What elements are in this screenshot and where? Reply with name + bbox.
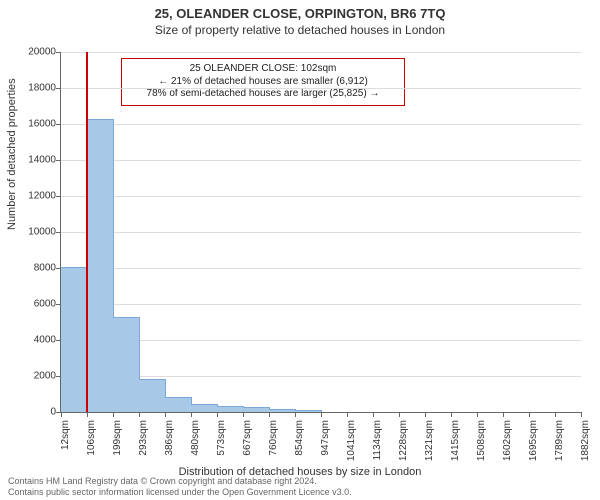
y-tick-label: 2000 (16, 371, 56, 382)
property-size-marker (86, 52, 88, 412)
y-tick-mark (56, 196, 61, 197)
x-tick-mark (555, 412, 556, 417)
histogram-bar (295, 410, 322, 412)
x-tick-mark (451, 412, 452, 417)
y-tick-label: 10000 (16, 227, 56, 238)
histogram-bar (139, 379, 166, 412)
x-tick-mark (373, 412, 374, 417)
y-tick-mark (56, 88, 61, 89)
x-tick-mark (295, 412, 296, 417)
x-tick-mark (61, 412, 62, 417)
y-tick-mark (56, 160, 61, 161)
page-title: 25, OLEANDER CLOSE, ORPINGTON, BR6 7TQ (0, 0, 600, 21)
y-tick-label: 16000 (16, 119, 56, 130)
x-tick-mark (503, 412, 504, 417)
histogram-bar (191, 404, 218, 412)
y-tick-label: 18000 (16, 83, 56, 94)
grid-line (61, 196, 581, 197)
y-tick-mark (56, 52, 61, 53)
annotation-callout: 25 OLEANDER CLOSE: 102sqm ← 21% of detac… (121, 58, 405, 106)
histogram-bar (165, 397, 192, 412)
annotation-line-1: 25 OLEANDER CLOSE: 102sqm (128, 63, 398, 76)
x-tick-mark (165, 412, 166, 417)
x-tick-mark (217, 412, 218, 417)
y-tick-label: 12000 (16, 191, 56, 202)
grid-line (61, 124, 581, 125)
x-tick-mark (269, 412, 270, 417)
x-tick-mark (477, 412, 478, 417)
histogram-bar (269, 409, 296, 412)
grid-line (61, 304, 581, 305)
y-tick-label: 4000 (16, 335, 56, 346)
y-tick-label: 8000 (16, 263, 56, 274)
y-tick-label: 20000 (16, 47, 56, 58)
grid-line (61, 268, 581, 269)
x-tick-mark (139, 412, 140, 417)
footer-line-1: Contains HM Land Registry data © Crown c… (8, 476, 352, 487)
page-subtitle: Size of property relative to detached ho… (0, 21, 600, 37)
x-tick-mark (243, 412, 244, 417)
x-tick-mark (425, 412, 426, 417)
annotation-line-3: 78% of semi-detached houses are larger (… (128, 88, 398, 101)
histogram-bar (61, 267, 88, 412)
x-tick-mark (113, 412, 114, 417)
x-tick-mark (191, 412, 192, 417)
histogram-plot: 25 OLEANDER CLOSE: 102sqm ← 21% of detac… (60, 52, 581, 413)
histogram-bar (113, 317, 140, 412)
y-tick-mark (56, 124, 61, 125)
grid-line (61, 160, 581, 161)
y-tick-label: 14000 (16, 155, 56, 166)
x-tick-mark (399, 412, 400, 417)
page-root: 25, OLEANDER CLOSE, ORPINGTON, BR6 7TQ S… (0, 0, 600, 500)
y-tick-mark (56, 232, 61, 233)
x-tick-mark (87, 412, 88, 417)
y-tick-label: 0 (16, 407, 56, 418)
grid-line (61, 88, 581, 89)
histogram-bar (243, 407, 270, 412)
x-tick-mark (347, 412, 348, 417)
histogram-bar (87, 119, 114, 412)
annotation-line-2: ← 21% of detached houses are smaller (6,… (128, 76, 398, 89)
histogram-bar (217, 406, 244, 412)
footer-line-2: Contains public sector information licen… (8, 487, 352, 498)
y-tick-label: 6000 (16, 299, 56, 310)
x-tick-mark (581, 412, 582, 417)
grid-line (61, 232, 581, 233)
x-tick-mark (529, 412, 530, 417)
x-tick-mark (321, 412, 322, 417)
grid-line (61, 52, 581, 53)
attribution-footer: Contains HM Land Registry data © Crown c… (8, 476, 352, 498)
